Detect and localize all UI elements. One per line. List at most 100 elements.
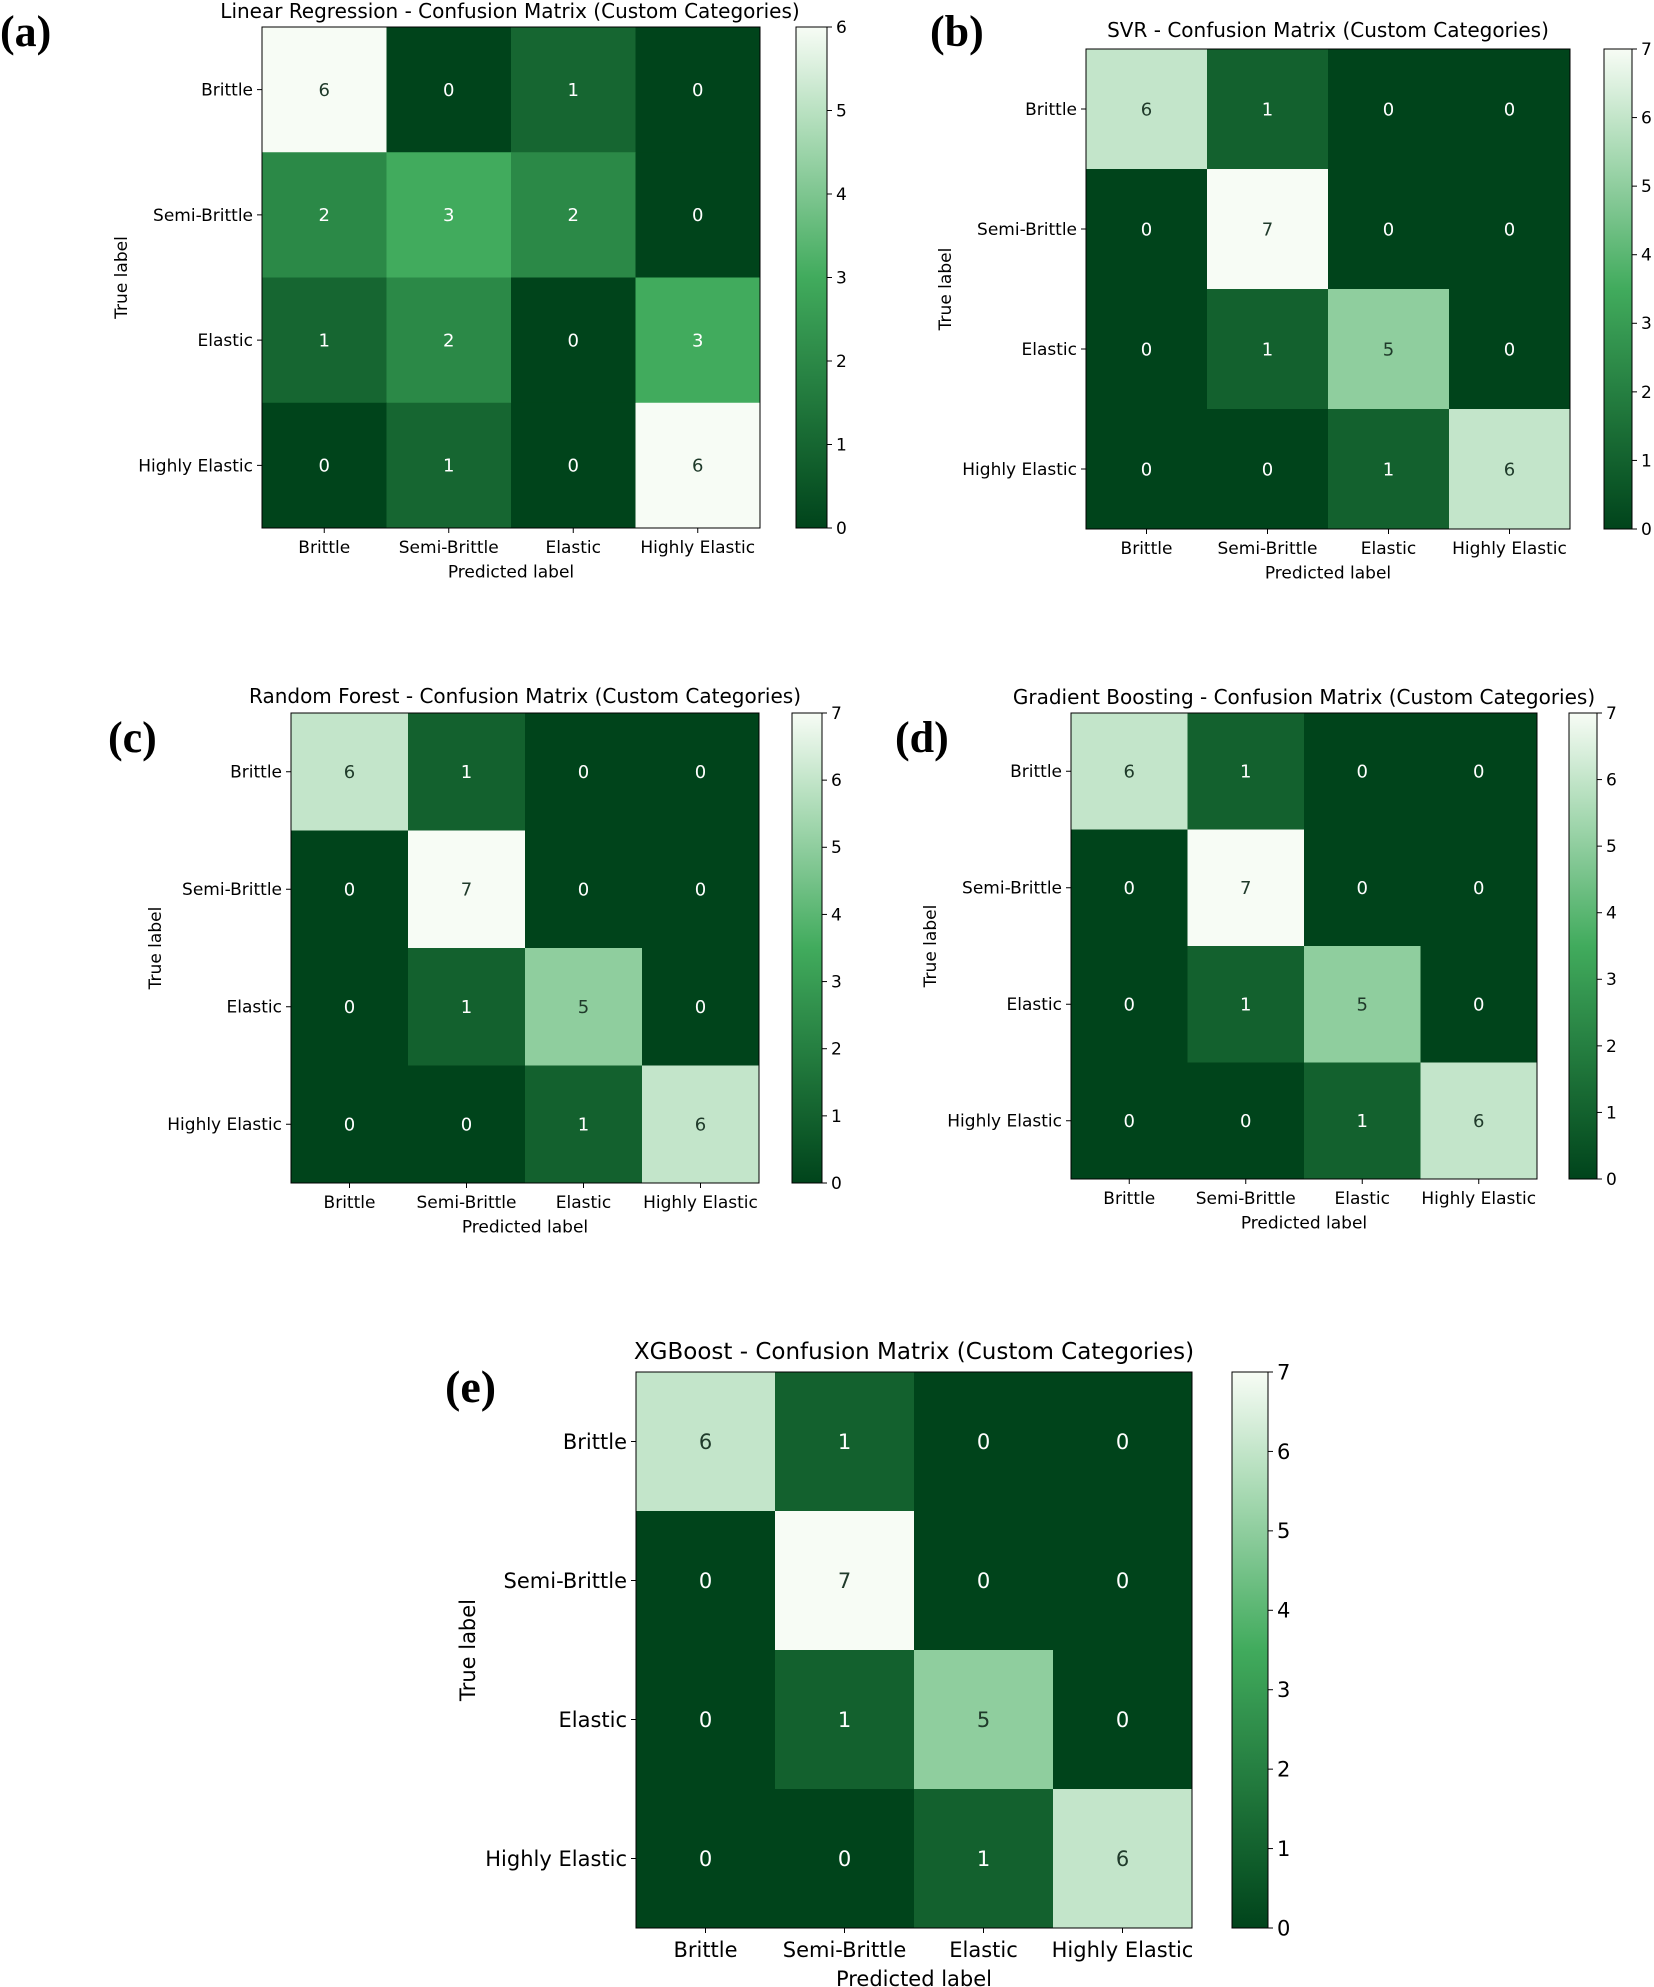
x-axis-label: Predicted label [836, 1967, 992, 1987]
matrix-cell [635, 277, 761, 404]
colorbar-tick-label: 1 [1606, 1103, 1617, 1123]
cell-value-label: 1 [838, 1430, 851, 1454]
cell-value-label: 1 [1357, 1111, 1368, 1132]
cell-value-label: 0 [1504, 219, 1515, 240]
y-tick-label: Highly Elastic [947, 1112, 1062, 1132]
cell-value-label: 1 [443, 456, 454, 477]
x-tick-label: Elastic [546, 538, 601, 558]
y-axis-label: True label [146, 907, 166, 991]
colorbar-tick-label: 2 [831, 1040, 842, 1060]
y-tick-label: Semi-Brittle [962, 879, 1062, 899]
matrix-cell [635, 402, 761, 529]
colorbar-tick-label: 1 [831, 1107, 842, 1127]
cell-value-label: 1 [1262, 339, 1273, 360]
matrix-cell [642, 1065, 760, 1184]
matrix-cell [291, 1065, 409, 1184]
matrix-cell [1053, 1372, 1193, 1512]
matrix-cell [1071, 829, 1188, 947]
cell-value-label: 2 [319, 205, 330, 226]
cell-value-label: 0 [578, 762, 589, 783]
colorbar-tick-label: 5 [1606, 837, 1617, 857]
confusion-matrix-panel: (d) Gradient Boosting - Confusion Matrix … [895, 685, 1617, 1234]
cell-value-label: 0 [344, 880, 355, 901]
cell-value-label: 1 [319, 330, 330, 351]
matrix-cell [1328, 49, 1450, 170]
matrix-cell [1449, 169, 1571, 290]
x-tick-label: Elastic [949, 1938, 1018, 1962]
colorbar-tick-label: 2 [836, 352, 847, 372]
panel-label: (d) [895, 713, 949, 762]
colorbar-tick-label: 3 [1606, 970, 1617, 990]
cell-value-label: 0 [977, 1569, 990, 1593]
y-tick-label: Highly Elastic [485, 1847, 627, 1871]
colorbar-tick-label: 3 [836, 268, 847, 288]
matrix-cell [262, 277, 387, 404]
matrix-cell [291, 948, 409, 1066]
matrix-cell [1420, 1062, 1538, 1180]
matrix-cell [642, 830, 760, 949]
matrix-cell [386, 402, 512, 529]
matrix-cell [1328, 409, 1450, 530]
cell-value-label: 0 [461, 1115, 472, 1136]
y-tick-label: Semi-Brittle [977, 220, 1077, 240]
matrix-cell [1071, 946, 1188, 1063]
cell-value-label: 5 [1383, 339, 1394, 360]
cell-value-label: 5 [977, 1708, 990, 1732]
colorbar-tick-label: 7 [1606, 704, 1617, 724]
cell-value-label: 6 [1124, 762, 1135, 783]
cell-value-label: 1 [838, 1708, 851, 1732]
matrix-cell [1207, 289, 1329, 410]
colorbar [1603, 48, 1633, 530]
cell-value-label: 0 [692, 80, 703, 101]
cell-value-label: 0 [1357, 762, 1368, 783]
cell-value-label: 6 [1116, 1847, 1129, 1871]
matrix-cell [262, 152, 387, 278]
colorbar-tick-label: 6 [836, 18, 847, 38]
cell-value-label: 0 [1357, 878, 1368, 899]
matrix-cell [636, 1789, 776, 1929]
cell-value-label: 0 [1240, 1111, 1251, 1132]
panel-label: (b) [930, 7, 984, 56]
x-tick-label: Semi-Brittle [1218, 539, 1318, 559]
cell-value-label: 0 [1473, 995, 1484, 1016]
matrix-cell [1304, 713, 1421, 830]
colorbar-tick-label: 1 [1277, 1837, 1290, 1861]
cell-value-label: 7 [838, 1569, 851, 1593]
matrix-cell [1086, 49, 1208, 170]
cell-value-label: 0 [695, 880, 706, 901]
cell-value-label: 0 [699, 1708, 712, 1732]
colorbar-tick-label: 5 [1641, 177, 1652, 197]
colorbar-tick-label: 6 [1277, 1440, 1290, 1464]
matrix-cell [1086, 289, 1208, 410]
matrix-cell [1053, 1789, 1193, 1929]
x-tick-label: Highly Elastic [640, 538, 755, 558]
matrix-cell [1207, 409, 1329, 530]
colorbar-tick-label: 4 [836, 185, 847, 205]
matrix-cell [1187, 946, 1305, 1063]
confusion-matrix-panel: (b) SVR - Confusion Matrix (Custom Catego… [930, 7, 1652, 584]
cell-value-label: 7 [1262, 219, 1273, 240]
y-tick-label: Semi-Brittle [153, 206, 253, 226]
matrix-cell [1328, 169, 1450, 290]
y-tick-label: Brittle [563, 1430, 627, 1454]
cell-value-label: 6 [695, 1115, 706, 1136]
matrix-cell [291, 713, 409, 831]
cell-value-label: 1 [1240, 995, 1251, 1016]
colorbar-tick-label: 4 [831, 905, 842, 925]
confusion-matrix-panel: (a) Linear Regression - Confusion Matrix … [0, 0, 847, 583]
colorbar [1568, 712, 1598, 1180]
cell-value-label: 0 [1124, 1111, 1135, 1132]
y-tick-label: Brittle [1010, 762, 1062, 782]
matrix-cell [386, 27, 512, 153]
x-tick-label: Elastic [1335, 1189, 1390, 1209]
matrix-cell [635, 27, 761, 153]
cell-value-label: 1 [461, 762, 472, 783]
y-tick-label: Elastic [227, 998, 282, 1018]
matrix-cell [636, 1372, 776, 1512]
colorbar-tick-label: 0 [1277, 1916, 1290, 1940]
cell-value-label: 0 [443, 80, 454, 101]
cell-value-label: 0 [1504, 99, 1515, 120]
matrix-cell [1449, 49, 1571, 170]
matrix-cell [1449, 409, 1571, 530]
cell-value-label: 0 [977, 1430, 990, 1454]
